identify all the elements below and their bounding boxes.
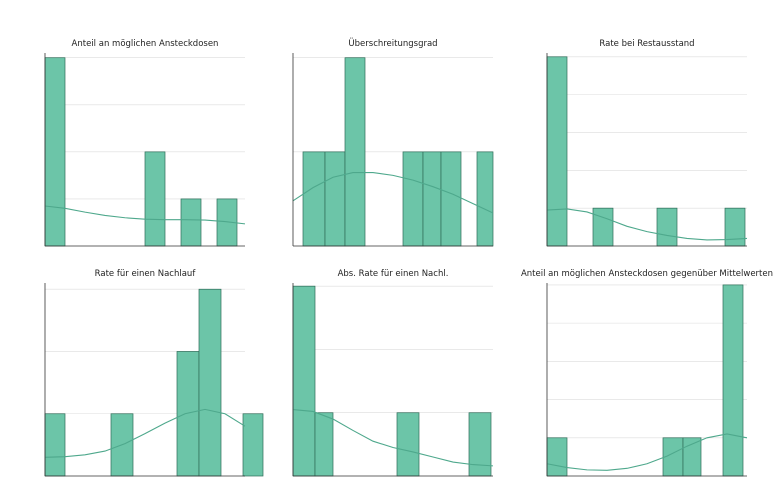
histogram-bar (344, 57, 366, 247)
histogram-bar (402, 151, 424, 247)
histogram-bar (724, 207, 746, 247)
kde-line (44, 205, 246, 225)
histogram-bar (468, 412, 492, 477)
histogram-bar (176, 351, 200, 477)
panel-title: Abs. Rate für einen Nachl. (338, 269, 449, 279)
panel-title: Anteil an möglichen Ansteckdosen gegenüb… (521, 269, 773, 279)
histogram-bar (476, 151, 494, 247)
histogram-bar (292, 285, 316, 477)
histogram-bar (44, 413, 66, 477)
kde-line (44, 408, 246, 458)
histogram-bar (302, 151, 326, 247)
histogram-bar (198, 288, 222, 477)
histogram-panel-1: Anteil an möglichen Ansteckdosen (44, 39, 246, 247)
panel-title: Rate bei Restausstand (599, 39, 694, 49)
histogram-bar (396, 412, 420, 477)
histogram-bar (144, 151, 166, 247)
panel-title: Überschreitungsgrad (348, 38, 437, 49)
panel-title: Rate für einen Nachlauf (95, 269, 197, 279)
histogram-panel-2: Überschreitungsgrad (292, 38, 494, 247)
histogram-bar (422, 151, 442, 247)
kde-line (292, 409, 494, 467)
kde-line (292, 172, 494, 214)
histogram-bar (656, 207, 678, 247)
kde-line (546, 433, 748, 471)
histogram-bar (242, 413, 264, 477)
histogram-bar (180, 198, 202, 247)
histogram-panel-5: Abs. Rate für einen Nachl. (292, 269, 494, 477)
histogram-bar (592, 207, 614, 247)
histogram-bar (314, 412, 334, 477)
histogram-bar (546, 437, 568, 477)
panel-title: Anteil an möglichen Ansteckdosen (72, 39, 219, 49)
histogram-bar (324, 151, 346, 247)
histogram-panel-4: Rate für einen Nachlauf (44, 269, 264, 477)
kde-line (546, 208, 748, 241)
histogram-bar (722, 284, 744, 477)
histogram-bar (440, 151, 462, 247)
histogram-bar (546, 56, 568, 247)
histogram-panel-6: Anteil an möglichen Ansteckdosen gegenüb… (521, 269, 773, 477)
histogram-bar (44, 57, 66, 247)
histogram-panel-3: Rate bei Restausstand (546, 39, 748, 247)
